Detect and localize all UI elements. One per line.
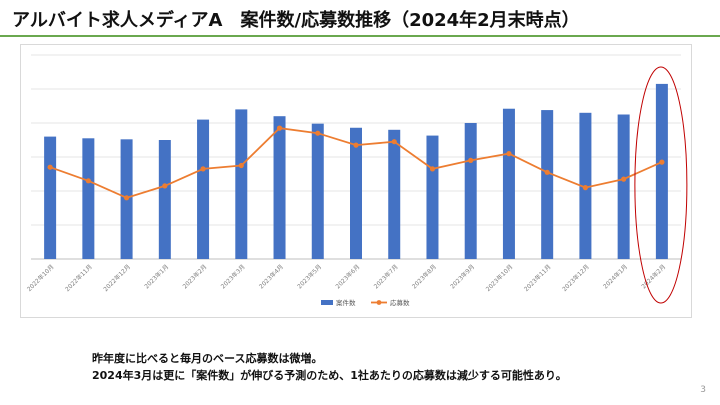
x-tick-label: 2023年12月 xyxy=(560,263,590,293)
x-tick-label: 2022年10月 xyxy=(25,263,55,293)
bar xyxy=(44,136,57,259)
line-point xyxy=(468,157,474,163)
x-tick-label: 2023年3月 xyxy=(219,263,247,291)
line-point xyxy=(200,166,206,172)
caption-line-1: 昨年度に比べると毎月のベース応募数は微増。 xyxy=(92,352,323,365)
line-point xyxy=(429,166,436,172)
x-tick-label: 2023年2月 xyxy=(181,263,209,291)
line-point xyxy=(85,178,91,184)
line-point xyxy=(621,176,627,182)
line-point xyxy=(353,142,359,148)
highlight-annotation xyxy=(634,66,688,304)
line-point xyxy=(391,139,397,145)
x-tick-label: 2024年1月 xyxy=(601,263,629,291)
line-point xyxy=(238,162,244,169)
line-point xyxy=(162,183,168,189)
bar xyxy=(158,140,171,259)
bar xyxy=(273,116,286,259)
x-tick-label: 2023年7月 xyxy=(372,263,400,291)
x-tick-label: 2022年11月 xyxy=(63,263,93,293)
x-tick-label: 2023年1月 xyxy=(143,263,171,291)
x-tick-label: 2023年8月 xyxy=(410,263,438,291)
bar xyxy=(197,119,210,259)
line-point xyxy=(659,159,665,165)
line-point xyxy=(276,125,283,131)
x-tick-label: 2023年6月 xyxy=(334,263,362,291)
line-point xyxy=(582,185,589,191)
legend-swatch-point xyxy=(376,300,382,305)
line-point xyxy=(47,164,53,170)
bar xyxy=(235,109,248,260)
bar xyxy=(426,135,439,259)
bar xyxy=(541,110,554,259)
bar xyxy=(617,114,630,259)
chart-legend: 案件数 応募数 xyxy=(321,298,410,307)
bar xyxy=(311,123,324,260)
title-divider xyxy=(0,35,720,37)
highlight-ellipse xyxy=(634,66,688,304)
x-tick-label: 2023年5月 xyxy=(296,263,324,291)
page-number: 3 xyxy=(700,385,706,395)
x-tick-label: 2022年12月 xyxy=(102,263,132,293)
x-tick-labels: 2022年10月 2022年11月 2022年12月 2023年1月 2023年2月 20… xyxy=(25,263,667,293)
bar xyxy=(388,129,401,259)
legend-label-line: 応募数 xyxy=(390,298,410,307)
combo-chart: 2022年10月 2022年11月 2022年12月 2023年1月 2023年2月 20… xyxy=(25,54,688,307)
bar xyxy=(350,127,362,259)
legend-swatch-bar xyxy=(321,300,333,305)
x-tick-label: 2023年4月 xyxy=(257,263,285,291)
x-tick-label: 2024年2月 xyxy=(640,263,668,291)
x-tick-label: 2023年10月 xyxy=(484,263,514,293)
caption-line-2: 2024年3月は更に「案件数」が伸びる予測のため、1社あたりの応募数は減少する可… xyxy=(92,369,567,382)
chart-area: 2022年10月 2022年11月 2022年12月 2023年1月 2023年2月 20… xyxy=(20,44,692,318)
line-point xyxy=(123,195,130,201)
line-point xyxy=(506,151,512,157)
page-title: アルバイト求人メディアA 案件数/応募数推移（2024年2月末時点） xyxy=(12,10,580,31)
bar xyxy=(502,108,515,259)
summary-caption: 昨年度に比べると毎月のベース応募数は微増。 2024年3月は更に「案件数」が伸び… xyxy=(92,350,712,384)
bar-series xyxy=(44,83,668,260)
bar xyxy=(464,123,477,259)
bar xyxy=(82,138,95,259)
x-tick-label: 2023年9月 xyxy=(448,263,476,291)
line-series xyxy=(47,125,665,201)
line-point xyxy=(315,130,321,136)
legend-label-bar: 案件数 xyxy=(336,298,356,307)
bar xyxy=(655,83,668,260)
line-point xyxy=(544,169,550,175)
x-tick-label: 2023年11月 xyxy=(522,263,552,293)
